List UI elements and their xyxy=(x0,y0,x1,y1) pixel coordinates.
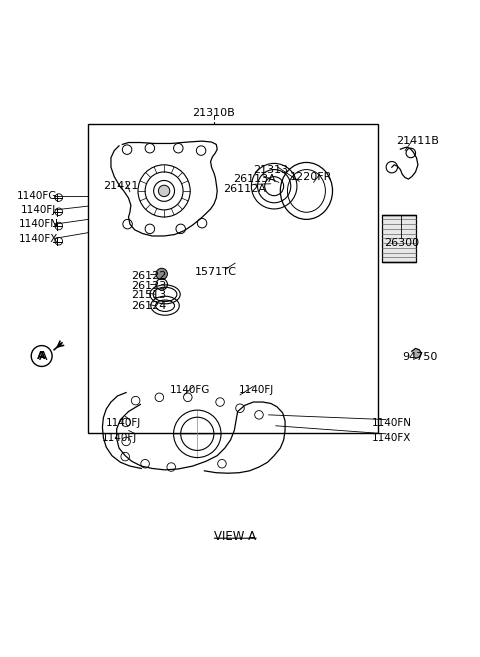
Text: 26122: 26122 xyxy=(131,271,166,281)
Text: 21411B: 21411B xyxy=(396,136,439,146)
Text: 1140FX: 1140FX xyxy=(19,235,58,244)
Bar xyxy=(88,124,378,433)
Text: 1140FG: 1140FG xyxy=(17,191,57,200)
Text: 1140FJ: 1140FJ xyxy=(101,432,137,443)
Text: 26113A: 26113A xyxy=(233,174,276,184)
Circle shape xyxy=(158,185,170,196)
Text: A: A xyxy=(37,351,46,361)
Text: 1140FJ: 1140FJ xyxy=(239,385,274,395)
Text: 26112A: 26112A xyxy=(223,183,266,194)
Text: 1140FX: 1140FX xyxy=(372,432,411,443)
Text: 26123: 26123 xyxy=(131,281,166,291)
Text: 1140FG: 1140FG xyxy=(170,385,210,395)
Text: 1140FJ: 1140FJ xyxy=(106,419,142,428)
Text: 21313: 21313 xyxy=(253,164,288,175)
Text: A: A xyxy=(39,350,48,363)
Text: 26300: 26300 xyxy=(384,238,419,248)
Text: 1140FN: 1140FN xyxy=(18,219,59,229)
Text: 21513: 21513 xyxy=(131,290,166,300)
Circle shape xyxy=(156,268,168,280)
Text: 26124: 26124 xyxy=(131,301,166,311)
Text: 21310B: 21310B xyxy=(192,108,235,118)
Polygon shape xyxy=(412,348,421,358)
Text: 21421: 21421 xyxy=(103,181,138,191)
Text: 1140FN: 1140FN xyxy=(372,419,412,428)
Text: 1571TC: 1571TC xyxy=(195,267,237,277)
Text: 94750: 94750 xyxy=(403,352,438,362)
Text: VIEW A: VIEW A xyxy=(214,530,256,543)
Bar xyxy=(383,215,417,262)
Text: 1220FR: 1220FR xyxy=(290,171,332,182)
Text: 1140FJ: 1140FJ xyxy=(21,205,56,215)
